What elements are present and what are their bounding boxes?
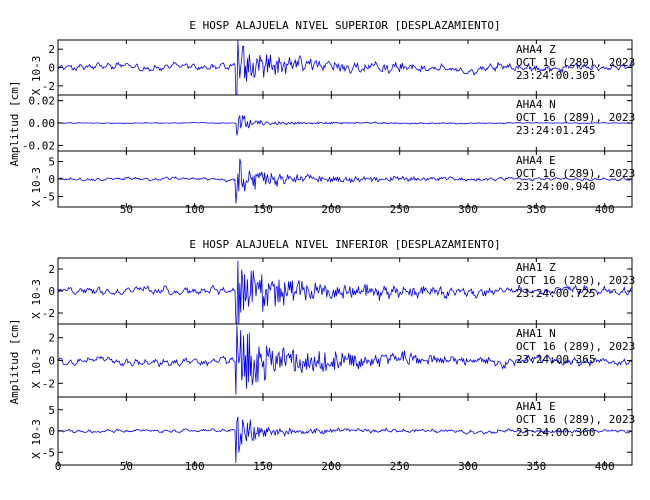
station-component-label: AHA1 N bbox=[516, 327, 556, 340]
y-scale-label: X 10-3 bbox=[30, 419, 43, 459]
x-tick-label: 50 bbox=[120, 460, 133, 473]
waveform-trace-aha4-z bbox=[57, 39, 633, 96]
y-tick-label: 2 bbox=[48, 263, 55, 276]
y-scale-label: X 10-3 bbox=[30, 279, 43, 319]
y-scale-label: X 10-3 bbox=[30, 56, 43, 96]
y-tick-label: 5 bbox=[48, 404, 55, 417]
y-tick-label: 2 bbox=[48, 43, 55, 56]
chart-title: E HOSP ALAJUELA NIVEL INFERIOR [DESPLAZA… bbox=[189, 238, 500, 251]
x-tick-label: 50 bbox=[120, 203, 133, 216]
time-label: 23:24:01.245 bbox=[516, 124, 595, 137]
x-tick-label: 150 bbox=[253, 203, 273, 216]
y-tick-label: -2 bbox=[42, 307, 55, 320]
x-tick-label: 0 bbox=[55, 460, 62, 473]
station-component-label: AHA1 E bbox=[516, 400, 556, 413]
date-label: OCT 16 (289), 2023 bbox=[516, 340, 635, 353]
station-component-label: AHA1 Z bbox=[516, 261, 556, 274]
time-label: 23:24:00.940 bbox=[516, 180, 595, 193]
x-tick-label: 350 bbox=[526, 460, 546, 473]
date-label: OCT 16 (289), 2023 bbox=[516, 111, 635, 124]
x-tick-label: 400 bbox=[595, 203, 615, 216]
y-scale-label: X 10-3 bbox=[30, 349, 43, 389]
chart-title: E HOSP ALAJUELA NIVEL SUPERIOR [DESPLAZA… bbox=[189, 19, 500, 32]
y-axis-label: Amplitud [cm] bbox=[8, 318, 21, 404]
y-scale-label: X 10-3 bbox=[30, 167, 43, 207]
time-label: 23:24:00.305 bbox=[516, 69, 595, 82]
date-label: OCT 16 (289), 2023 bbox=[516, 56, 635, 69]
y-tick-label: 0.02 bbox=[29, 95, 56, 108]
time-label: 23:24:00.365 bbox=[516, 353, 595, 366]
waveform-trace-aha1-n bbox=[57, 325, 632, 395]
y-tick-label: -5 bbox=[42, 446, 55, 459]
station-component-label: AHA4 E bbox=[516, 154, 556, 167]
waveform-trace-aha1-z bbox=[57, 260, 633, 326]
y-tick-label: 5 bbox=[48, 156, 55, 169]
x-tick-label: 200 bbox=[321, 460, 341, 473]
x-tick-label: 200 bbox=[321, 203, 341, 216]
y-tick-label: -5 bbox=[42, 191, 55, 204]
x-tick-label: 150 bbox=[253, 460, 273, 473]
x-tick-label: 100 bbox=[185, 203, 205, 216]
x-tick-label: 100 bbox=[185, 460, 205, 473]
y-tick-label: 0 bbox=[48, 173, 55, 186]
date-label: OCT 16 (289), 2023 bbox=[516, 413, 635, 426]
time-label: 23:24:00.360 bbox=[516, 426, 595, 439]
y-tick-label: -2 bbox=[42, 80, 55, 93]
y-tick-label: 0.00 bbox=[29, 117, 56, 130]
y-tick-label: 0 bbox=[48, 62, 55, 75]
y-tick-label: -0.02 bbox=[22, 139, 55, 152]
y-tick-label: 0 bbox=[48, 285, 55, 298]
x-tick-label: 350 bbox=[526, 203, 546, 216]
x-tick-label: 250 bbox=[390, 460, 410, 473]
y-axis-label: Amplitud [cm] bbox=[8, 80, 21, 166]
x-tick-label: 300 bbox=[458, 203, 478, 216]
waveform-trace-aha4-e bbox=[57, 158, 633, 204]
station-component-label: AHA4 Z bbox=[516, 43, 556, 56]
y-tick-label: -2 bbox=[42, 377, 55, 390]
y-tick-label: 2 bbox=[48, 332, 55, 345]
x-tick-label: 250 bbox=[390, 203, 410, 216]
date-label: OCT 16 (289), 2023 bbox=[516, 167, 635, 180]
date-label: OCT 16 (289), 2023 bbox=[516, 274, 635, 287]
x-tick-label: 300 bbox=[458, 460, 478, 473]
time-label: 23:24:00.725 bbox=[516, 287, 595, 300]
waveform-trace-aha4-n bbox=[57, 114, 633, 136]
waveform-trace-aha1-e bbox=[57, 416, 632, 463]
y-tick-label: 0 bbox=[48, 425, 55, 438]
station-component-label: AHA4 N bbox=[516, 98, 556, 111]
y-tick-label: 0 bbox=[48, 355, 55, 368]
x-tick-label: 400 bbox=[595, 460, 615, 473]
